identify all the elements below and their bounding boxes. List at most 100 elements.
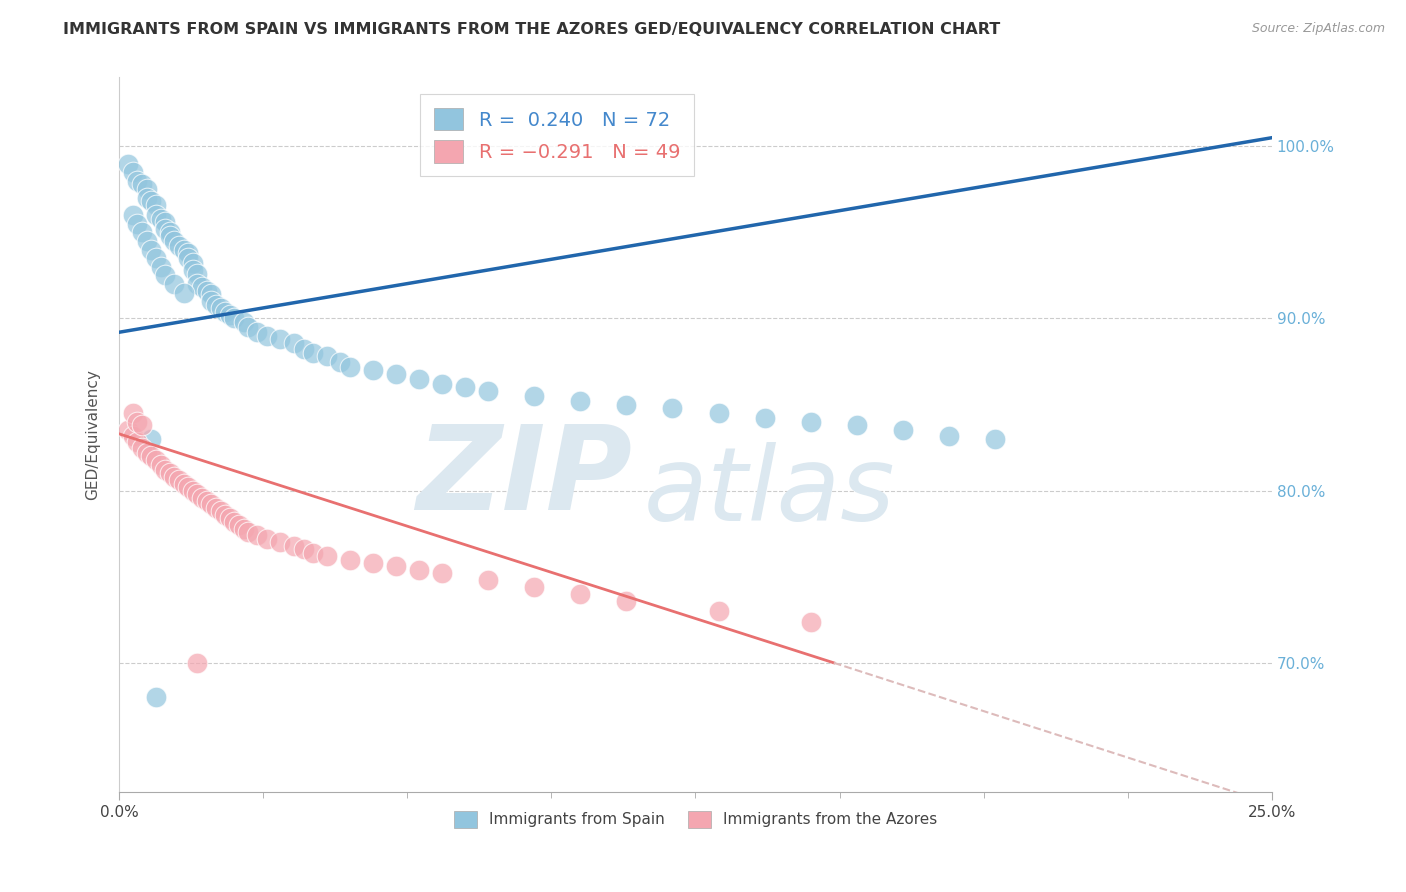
Point (186, 487, 208, 501)
Point (205, 298, 228, 312)
Point (200, 287, 222, 301)
Point (845, 418, 868, 433)
Point (117, 424, 139, 438)
Point (200, 294, 222, 309)
Point (141, 194, 163, 209)
Point (145, 198, 167, 212)
Point (153, 268, 176, 283)
Point (301, 546, 323, 560)
Text: ZIP: ZIP (416, 420, 633, 535)
Point (186, 656, 208, 670)
Point (149, 260, 172, 274)
Point (224, 311, 246, 326)
Point (754, 411, 776, 425)
Point (477, 384, 499, 398)
Point (269, 535, 291, 549)
Point (135, 234, 157, 248)
Point (145, 690, 167, 705)
Legend: Immigrants from Spain, Immigrants from the Azores: Immigrants from Spain, Immigrants from t… (447, 805, 943, 834)
Point (523, 389, 546, 403)
Point (283, 335, 305, 350)
Point (661, 401, 683, 415)
Point (218, 308, 240, 322)
Point (131, 418, 153, 433)
Point (800, 415, 823, 429)
Point (523, 580, 546, 594)
Point (149, 458, 172, 472)
Point (209, 504, 232, 518)
Point (122, 406, 145, 420)
Point (153, 215, 176, 229)
Point (181, 256, 204, 270)
Point (707, 604, 730, 618)
Point (200, 498, 222, 512)
Point (214, 304, 236, 318)
Point (384, 367, 406, 381)
Point (135, 182, 157, 196)
Point (408, 372, 430, 386)
Point (159, 226, 181, 240)
Point (384, 559, 406, 574)
Point (315, 549, 337, 563)
Point (569, 587, 592, 601)
Point (122, 428, 145, 442)
Point (177, 246, 200, 260)
Point (191, 280, 214, 294)
Point (361, 363, 384, 377)
Point (127, 217, 149, 231)
Point (214, 508, 236, 522)
Point (569, 394, 592, 409)
Point (256, 532, 278, 546)
Point (141, 432, 163, 446)
Point (891, 424, 914, 438)
Point (246, 325, 269, 339)
Point (408, 563, 430, 577)
Point (186, 267, 208, 281)
Point (131, 177, 153, 191)
Text: atlas: atlas (644, 442, 896, 541)
Point (191, 491, 214, 505)
Point (173, 243, 195, 257)
Point (153, 222, 176, 236)
Point (167, 239, 190, 253)
Point (177, 480, 200, 494)
Point (707, 406, 730, 420)
Point (269, 332, 291, 346)
Point (614, 398, 637, 412)
Point (614, 594, 637, 608)
Point (800, 615, 823, 629)
Point (301, 346, 323, 360)
Point (361, 556, 384, 570)
Point (209, 301, 232, 315)
Point (145, 452, 167, 467)
Point (141, 243, 163, 257)
Point (315, 350, 337, 364)
Text: Source: ZipAtlas.com: Source: ZipAtlas.com (1251, 22, 1385, 36)
Point (186, 277, 208, 291)
Point (163, 470, 186, 484)
Point (339, 359, 361, 374)
Point (149, 211, 172, 226)
Point (127, 415, 149, 429)
Point (145, 251, 167, 265)
Point (173, 285, 195, 300)
Point (938, 428, 960, 442)
Point (167, 473, 190, 487)
Point (145, 208, 167, 222)
Point (430, 376, 453, 391)
Point (122, 165, 145, 179)
Point (984, 432, 1007, 446)
Point (173, 476, 195, 491)
Point (177, 251, 200, 265)
Point (135, 446, 157, 460)
Point (246, 528, 269, 542)
Point (283, 539, 305, 553)
Point (218, 511, 240, 525)
Point (256, 328, 278, 343)
Point (292, 542, 315, 557)
Point (292, 343, 315, 357)
Point (159, 228, 181, 243)
Point (159, 467, 181, 481)
Point (232, 522, 254, 536)
Point (141, 449, 163, 463)
